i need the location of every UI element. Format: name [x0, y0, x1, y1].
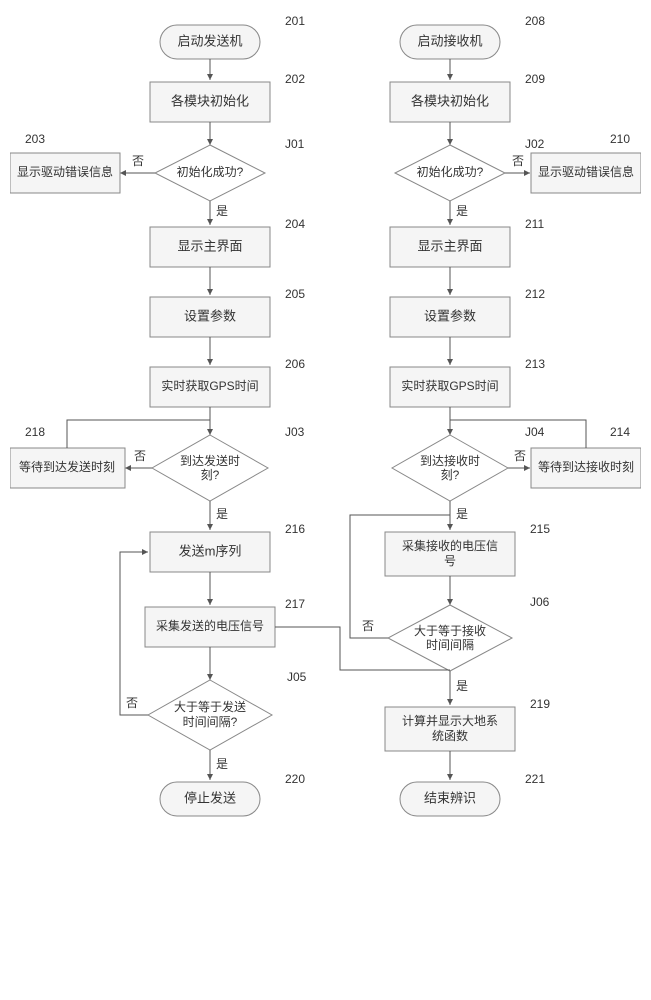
svg-text:实时获取GPS时间: 实时获取GPS时间	[401, 378, 498, 393]
svg-text:215: 215	[530, 522, 550, 536]
svg-text:是: 是	[216, 757, 228, 771]
svg-text:时间间隔: 时间间隔	[426, 638, 474, 652]
svg-text:是: 是	[216, 507, 228, 521]
svg-text:刻?: 刻?	[201, 468, 220, 482]
svg-text:大于等于发送: 大于等于发送	[174, 699, 246, 714]
node-217: 采集发送的电压信号 217	[145, 597, 305, 647]
node-201: 启动发送机 201	[160, 14, 305, 59]
svg-text:停止发送: 停止发送	[184, 790, 236, 805]
svg-text:否: 否	[132, 154, 144, 168]
node-j05: 大于等于发送 时间间隔? J05	[148, 670, 307, 750]
svg-text:是: 是	[456, 204, 468, 218]
svg-text:等待到达发送时刻: 等待到达发送时刻	[19, 459, 115, 474]
svg-text:时间间隔?: 时间间隔?	[183, 715, 238, 729]
node-j02: 初始化成功? J02	[395, 137, 545, 201]
svg-text:否: 否	[126, 696, 138, 710]
svg-text:220: 220	[285, 772, 305, 786]
svg-text:203: 203	[25, 132, 45, 146]
svg-text:218: 218	[25, 425, 45, 439]
svg-text:显示驱动错误信息: 显示驱动错误信息	[538, 164, 634, 179]
svg-text:设置参数: 设置参数	[424, 308, 476, 323]
svg-text:否: 否	[362, 619, 374, 633]
svg-text:214: 214	[610, 425, 630, 439]
node-209: 各模块初始化 209	[390, 72, 545, 122]
svg-text:J03: J03	[285, 425, 305, 439]
svg-text:显示主界面: 显示主界面	[417, 238, 482, 253]
svg-text:设置参数: 设置参数	[184, 308, 236, 323]
svg-text:是: 是	[456, 507, 468, 521]
svg-text:各模块初始化: 各模块初始化	[411, 93, 489, 108]
svg-text:初始化成功?: 初始化成功?	[417, 165, 484, 179]
svg-text:208: 208	[525, 14, 545, 28]
flowchart-svg: 启动发送机 201 各模块初始化 202 初始化成功? J01 否 显示驱动错误…	[10, 10, 641, 990]
node-219: 计算并显示大地系 统函数 219	[385, 697, 550, 751]
svg-text:发送m序列: 发送m序列	[179, 543, 242, 558]
node-208: 启动接收机 208	[400, 14, 545, 59]
node-j03: 到达发送时 刻? J03	[152, 425, 305, 501]
svg-text:212: 212	[525, 287, 545, 301]
svg-text:采集接收的电压信: 采集接收的电压信	[402, 538, 498, 553]
svg-text:刻?: 刻?	[441, 468, 460, 482]
svg-text:219: 219	[530, 697, 550, 711]
svg-text:等待到达接收时刻: 等待到达接收时刻	[538, 459, 634, 474]
svg-text:J02: J02	[525, 137, 545, 151]
svg-text:221: 221	[525, 772, 545, 786]
svg-text:205: 205	[285, 287, 305, 301]
svg-text:显示主界面: 显示主界面	[177, 238, 242, 253]
node-211: 显示主界面 211	[390, 217, 544, 267]
node-j04: 到达接收时 刻? J04	[392, 425, 545, 501]
svg-text:201: 201	[285, 14, 305, 28]
node-206: 实时获取GPS时间 206	[150, 357, 305, 407]
svg-text:217: 217	[285, 597, 305, 611]
node-216: 发送m序列 216	[150, 522, 305, 572]
svg-text:是: 是	[216, 204, 228, 218]
svg-text:否: 否	[514, 449, 526, 463]
svg-text:大于等于接收: 大于等于接收	[414, 623, 486, 638]
svg-text:209: 209	[525, 72, 545, 86]
node-j06: 大于等于接收 时间间隔 J06	[388, 595, 550, 671]
svg-text:J06: J06	[530, 595, 550, 609]
node-215: 采集接收的电压信 号 215	[385, 522, 550, 576]
svg-text:211: 211	[525, 217, 544, 231]
svg-text:否: 否	[512, 154, 524, 168]
node-204: 显示主界面 204	[150, 217, 305, 267]
svg-text:采集发送的电压信号: 采集发送的电压信号	[156, 618, 264, 633]
svg-text:显示驱动错误信息: 显示驱动错误信息	[17, 164, 113, 179]
svg-text:216: 216	[285, 522, 305, 536]
node-j01: 初始化成功? J01	[155, 137, 305, 201]
node-205: 设置参数 205	[150, 287, 305, 337]
svg-text:启动接收机: 启动接收机	[417, 33, 482, 48]
node-220: 停止发送 220	[160, 772, 305, 816]
svg-text:J01: J01	[285, 137, 305, 151]
svg-text:实时获取GPS时间: 实时获取GPS时间	[161, 378, 258, 393]
svg-text:到达发送时: 到达发送时	[180, 453, 240, 468]
svg-text:统函数: 统函数	[432, 728, 468, 743]
node-202: 各模块初始化 202	[150, 72, 305, 122]
svg-text:计算并显示大地系: 计算并显示大地系	[402, 713, 498, 728]
svg-text:号: 号	[444, 554, 456, 568]
node-203: 显示驱动错误信息 203	[10, 132, 120, 193]
svg-text:206: 206	[285, 357, 305, 371]
svg-text:213: 213	[525, 357, 545, 371]
node-221: 结束辨识 221	[400, 772, 545, 816]
svg-text:否: 否	[134, 449, 146, 463]
node-212: 设置参数 212	[390, 287, 545, 337]
svg-text:到达接收时: 到达接收时	[420, 453, 480, 468]
svg-text:210: 210	[610, 132, 630, 146]
svg-text:202: 202	[285, 72, 305, 86]
svg-text:初始化成功?: 初始化成功?	[177, 165, 244, 179]
svg-text:J04: J04	[525, 425, 545, 439]
svg-text:启动发送机: 启动发送机	[177, 33, 242, 48]
node-210: 显示驱动错误信息 210	[531, 132, 641, 193]
svg-text:是: 是	[456, 679, 468, 693]
svg-text:204: 204	[285, 217, 305, 231]
svg-text:结束辨识: 结束辨识	[424, 790, 476, 805]
svg-text:各模块初始化: 各模块初始化	[171, 93, 249, 108]
node-213: 实时获取GPS时间 213	[390, 357, 545, 407]
svg-text:J05: J05	[287, 670, 307, 684]
